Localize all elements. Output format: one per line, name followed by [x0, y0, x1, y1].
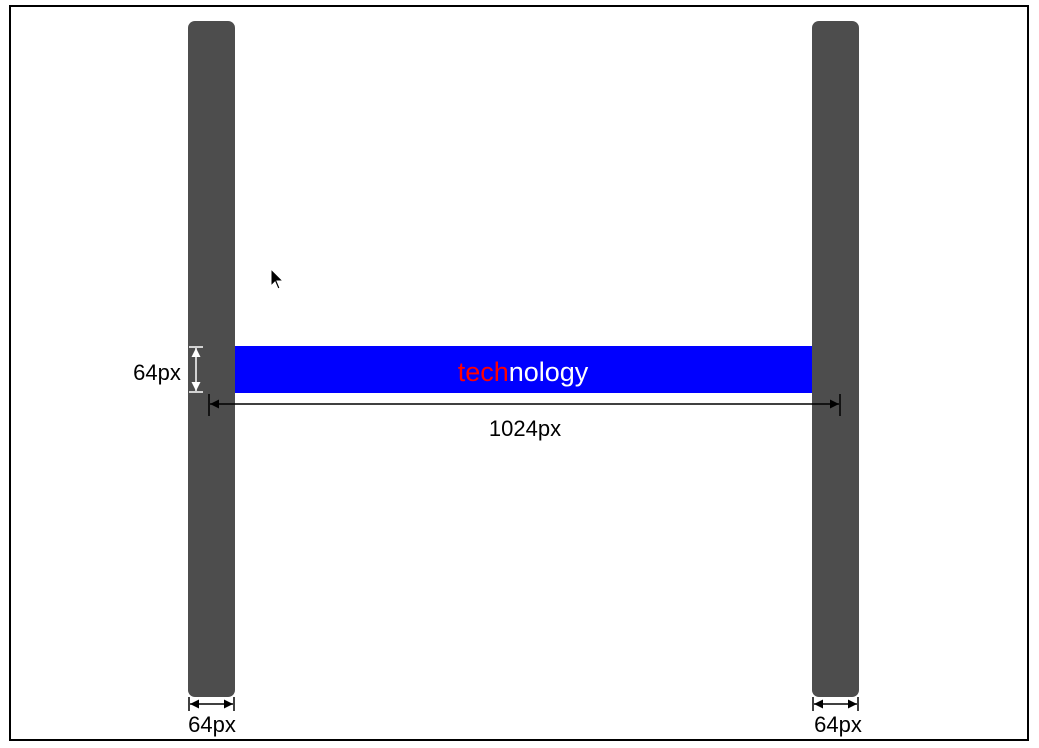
left-column: [188, 21, 235, 697]
banner-highlight: tech: [458, 357, 509, 387]
cursor: [270, 267, 285, 290]
height-dimension: [189, 346, 203, 393]
banner: [235, 346, 812, 393]
banner-text: technology: [458, 357, 589, 387]
width-dimension: [208, 394, 841, 416]
width-label: 1024px: [489, 416, 561, 441]
banner-rest: nology: [509, 357, 589, 387]
right-column: [812, 21, 859, 697]
height-label: 64px: [133, 360, 181, 385]
right-width-dimension: [812, 697, 859, 711]
left-width-dimension: [188, 697, 235, 711]
left-width-label: 64px: [188, 712, 236, 737]
right-width-label: 64px: [814, 712, 862, 737]
